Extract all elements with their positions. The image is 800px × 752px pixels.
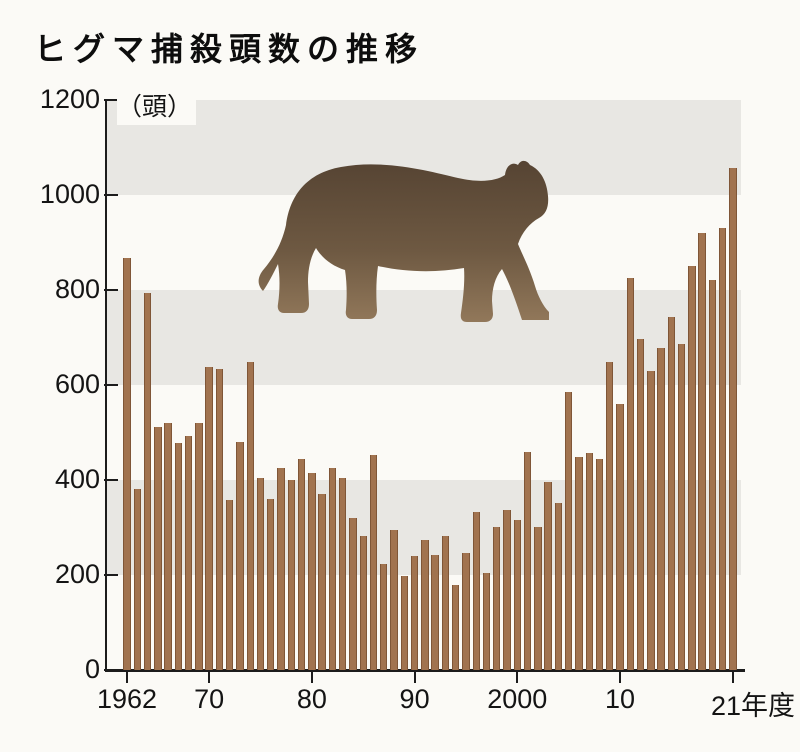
bar-1997 [482, 573, 491, 670]
y-tick-1000 [104, 194, 118, 196]
bar-2004 [554, 503, 563, 670]
bar-1994 [451, 584, 460, 670]
bar-1993 [441, 536, 450, 670]
y-tick-0 [104, 669, 118, 671]
bear-silhouette-icon [258, 160, 549, 322]
bar-2020 [719, 228, 727, 670]
x-axis-line [105, 669, 745, 672]
bar-2005 [564, 391, 573, 670]
bar-1964 [143, 292, 152, 670]
bar-1971 [215, 369, 224, 670]
bar-1996 [472, 511, 480, 670]
bar-2019 [708, 279, 717, 670]
bar-1988 [390, 529, 398, 670]
bar-2002 [534, 526, 542, 670]
x-tick-1990 [413, 671, 416, 683]
bar-1982 [328, 468, 337, 670]
y-tick-label-0: 0 [84, 654, 100, 684]
bar-1984 [349, 518, 357, 670]
y-tick-800 [104, 289, 118, 291]
bar-1983 [338, 477, 347, 670]
bar-1977 [277, 468, 285, 670]
x-tick-1970 [208, 671, 211, 683]
x-tick-2000 [516, 671, 519, 683]
bar-1990 [410, 556, 419, 670]
bar-1969 [195, 422, 203, 670]
bar-1966 [164, 423, 172, 670]
bar-2001 [523, 451, 532, 670]
bar-2000 [513, 519, 521, 670]
bar-2003 [544, 482, 552, 670]
y-tick-label-200: 200 [54, 559, 100, 589]
bar-2008 [595, 459, 604, 670]
y-tick-400 [104, 479, 118, 481]
y-tick-label-600: 600 [54, 369, 100, 399]
bar-2016 [677, 344, 686, 670]
bar-1973 [236, 441, 244, 670]
x-tick-2021 [732, 671, 734, 683]
bar-1995 [462, 553, 470, 670]
bar-2010 [616, 403, 624, 670]
bar-1998 [493, 526, 501, 670]
bar-1978 [287, 480, 296, 670]
bar-1992 [431, 555, 439, 670]
x-tick-label-1970: 70 [194, 684, 225, 714]
x-tick-label-2010: 10 [604, 684, 636, 714]
bar-1999 [503, 509, 511, 670]
bar-1967 [174, 442, 183, 670]
bar-1980 [308, 472, 316, 670]
bar-1962 [123, 257, 131, 670]
y-axis-unit-label: （頭） [117, 87, 197, 125]
y-tick-600 [104, 384, 118, 386]
bar-1976 [267, 498, 275, 670]
bar-1965 [154, 426, 162, 670]
bar-1974 [246, 362, 254, 670]
bar-2018 [698, 233, 706, 670]
bar-1968 [184, 435, 193, 670]
bar-1963 [133, 488, 141, 670]
x-tick-label-2021: 21年度 [710, 691, 796, 721]
bar-1979 [297, 458, 306, 670]
bar-1991 [421, 539, 429, 670]
bar-1987 [380, 563, 388, 670]
bar-2013 [647, 370, 655, 670]
y-tick-label-400: 400 [54, 464, 100, 494]
y-tick-label-800: 800 [54, 274, 100, 304]
x-tick-label-1990: 90 [399, 684, 430, 714]
bar-1970 [205, 366, 213, 670]
x-tick-2010 [619, 671, 622, 683]
x-tick-label-1962: 1962 [96, 684, 158, 714]
bar-1981 [318, 494, 326, 670]
x-tick-1980 [310, 671, 313, 683]
bar-1985 [359, 536, 367, 670]
bar-1986 [369, 455, 378, 670]
bar-2007 [585, 453, 593, 670]
y-tick-label-1200: 1200 [39, 84, 100, 114]
chart-title: ヒグマ捕殺頭数の推移 [34, 31, 425, 67]
x-tick-label-2000: 2000 [487, 684, 548, 714]
bar-2011 [626, 277, 634, 670]
bar-2006 [575, 456, 583, 670]
x-tick-1962 [126, 671, 128, 683]
bar-2021 [729, 168, 737, 670]
bar-1989 [400, 575, 408, 670]
bar-2015 [667, 316, 676, 670]
y-tick-label-1000: 1000 [39, 179, 100, 209]
y-tick-1200 [104, 99, 118, 101]
bar-1975 [256, 478, 265, 670]
bar-1972 [226, 499, 234, 670]
bar-2009 [606, 361, 614, 670]
bar-2014 [657, 348, 665, 670]
y-tick-200 [104, 574, 118, 576]
x-tick-label-1980: 80 [296, 684, 327, 714]
bar-2012 [636, 338, 645, 670]
bar-2017 [688, 266, 696, 670]
